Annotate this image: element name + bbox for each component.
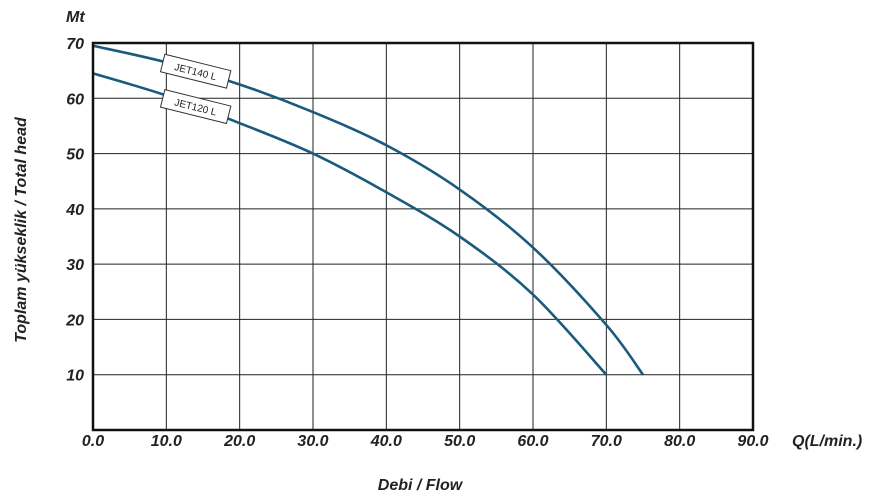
x-tick-label: 60.0 [517, 433, 548, 450]
x-tick-label: 70.0 [591, 433, 622, 450]
y-tick-label: 70 [66, 36, 84, 53]
x-tick-label: 50.0 [444, 433, 475, 450]
y-tick-label: 30 [66, 257, 84, 274]
x-tick-label: 0.0 [82, 433, 104, 450]
series-line [92, 72, 608, 376]
y-axis-title: Toplam yükseklik / Total head [13, 116, 30, 343]
x-axis-title: Debi / Flow [378, 477, 464, 494]
y-tick-label: 60 [66, 91, 84, 108]
series-label-box [159, 89, 232, 125]
tick-labels: 0.0 10.0 20.0 30.0 40.0 50.0 60.0 70.0 80.0 90.0 1… [65, 36, 768, 450]
y-tick-label: 50 [66, 147, 84, 164]
grid [93, 43, 753, 430]
series-label: JET140 L [159, 53, 232, 89]
x-tick-label: 10.0 [151, 433, 182, 450]
y-tick-label: 40 [65, 202, 84, 219]
x-unit-label: Q(L/min.) [792, 433, 862, 450]
x-tick-label: 30.0 [297, 433, 328, 450]
x-tick-label: 40.0 [370, 433, 402, 450]
x-tick-label: 20.0 [223, 433, 255, 450]
plot-frame [91, 41, 755, 432]
y-tick-label: 20 [65, 312, 84, 329]
y-unit-label: Mt [66, 9, 85, 26]
x-tick-label: 90.0 [737, 433, 768, 450]
y-tick-label: 10 [66, 368, 84, 385]
series-label-box [159, 53, 232, 89]
x-tick-label: 80.0 [664, 433, 695, 450]
series-label: JET120 L [159, 89, 232, 125]
